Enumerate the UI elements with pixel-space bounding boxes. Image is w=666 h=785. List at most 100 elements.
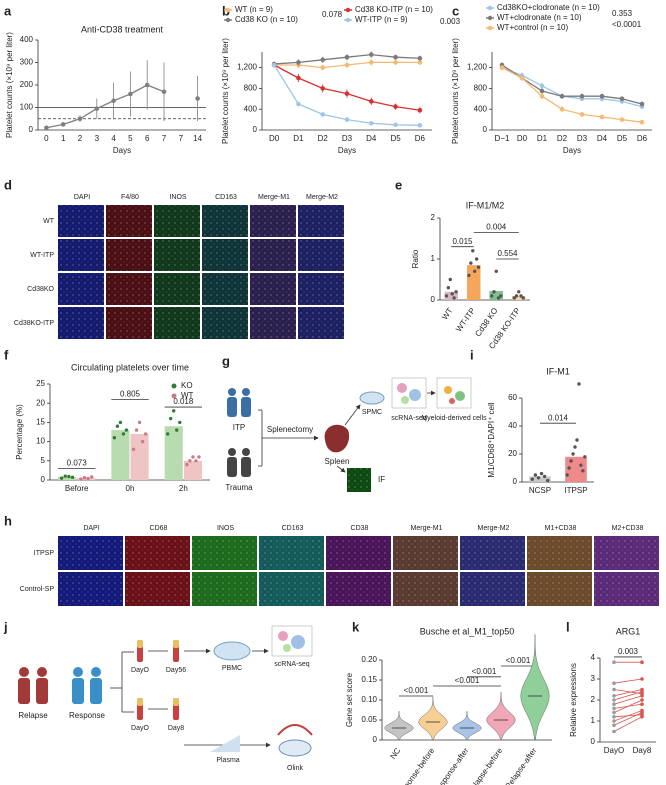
micrograph-texture bbox=[326, 572, 391, 606]
data-point bbox=[320, 86, 326, 91]
x-tick-label: D1 bbox=[293, 134, 304, 143]
micrograph-texture bbox=[250, 307, 296, 339]
column-label: CD163 bbox=[282, 525, 304, 532]
data-point bbox=[579, 463, 583, 467]
data-point bbox=[612, 710, 616, 715]
pair-line bbox=[613, 714, 643, 718]
result: Myeloid-derived cells bbox=[421, 415, 487, 422]
data-point bbox=[521, 296, 525, 300]
data-point bbox=[134, 428, 139, 432]
pair-line bbox=[613, 695, 643, 705]
data-point bbox=[639, 119, 645, 125]
assay: scRNA-seq bbox=[391, 415, 427, 422]
violin bbox=[384, 710, 414, 741]
y-tick-label: 1 bbox=[431, 254, 436, 263]
data-point bbox=[94, 106, 100, 111]
micrograph-texture bbox=[106, 273, 152, 305]
data-point bbox=[612, 681, 616, 685]
data-point bbox=[320, 57, 326, 63]
micrograph-texture bbox=[202, 239, 248, 271]
y-axis-label: Platelet counts (×10⁹ per liter) bbox=[221, 38, 230, 144]
if-image bbox=[347, 468, 371, 492]
data-point bbox=[131, 447, 136, 451]
arrow bbox=[344, 404, 361, 426]
micrograph-texture bbox=[58, 536, 123, 570]
x-tick-label: D1 bbox=[537, 134, 548, 143]
x-tick-label: 6 bbox=[145, 134, 150, 143]
trauma-icon bbox=[227, 448, 251, 477]
x-tick-label: 2 bbox=[78, 134, 83, 143]
panel-label: j bbox=[3, 619, 8, 634]
panel-label: h bbox=[4, 513, 12, 528]
micrograph-texture bbox=[58, 572, 123, 606]
bar bbox=[467, 265, 481, 300]
data-point bbox=[448, 277, 452, 282]
x-tick-label: D4 bbox=[366, 134, 377, 143]
y-tick-label: 200 bbox=[20, 80, 34, 89]
row-label: WT-ITP bbox=[30, 252, 54, 259]
y-tick-label: 25 bbox=[36, 379, 45, 388]
data-point bbox=[368, 60, 374, 65]
bar bbox=[183, 460, 202, 480]
column-label: Merge-M2 bbox=[478, 525, 510, 532]
legend-swatch bbox=[487, 15, 493, 21]
data-point bbox=[583, 455, 587, 459]
series-line bbox=[46, 85, 197, 128]
column-label: Merge-M1 bbox=[258, 194, 290, 201]
data-point bbox=[467, 273, 471, 278]
y-axis-label: Platelet counts (×10⁹ per liter) bbox=[451, 38, 460, 144]
x-tick-label: 4 bbox=[111, 134, 116, 143]
x-tick-label: NCSP bbox=[529, 486, 551, 495]
y-tick-label: 0.05 bbox=[361, 715, 377, 724]
data-point bbox=[612, 694, 616, 698]
column-label: INOS bbox=[169, 194, 186, 201]
data-point bbox=[612, 729, 616, 734]
column-label: DAPI bbox=[83, 525, 99, 532]
y-tick-label: 0 bbox=[591, 737, 596, 746]
bar bbox=[164, 426, 183, 480]
p-value: 0.015 bbox=[452, 237, 473, 246]
y-tick-label: 0.10 bbox=[361, 695, 377, 704]
x-tick-label: ITPSP bbox=[564, 486, 587, 495]
data-point bbox=[115, 424, 120, 428]
tube bbox=[137, 698, 143, 706]
data-point bbox=[536, 476, 541, 480]
data-point bbox=[165, 432, 170, 436]
timepoint: DayO bbox=[131, 725, 149, 732]
legend-label: Cd38 KO-ITP (n = 10) bbox=[355, 5, 433, 14]
micrograph-texture bbox=[298, 273, 344, 305]
data-point bbox=[124, 428, 129, 432]
micrograph-texture bbox=[192, 572, 257, 606]
bar bbox=[529, 476, 551, 482]
data-point bbox=[393, 54, 398, 60]
micrograph-texture bbox=[58, 239, 104, 271]
x-tick-label: D6 bbox=[637, 134, 648, 143]
legend-label: Cd38KO+clodronate (n = 10) bbox=[497, 3, 600, 12]
data-point bbox=[70, 475, 75, 480]
data-point bbox=[619, 96, 625, 102]
data-point bbox=[296, 101, 301, 107]
legend-swatch bbox=[225, 7, 231, 13]
p-value: 0.554 bbox=[497, 249, 518, 258]
x-tick-label: 7 bbox=[162, 134, 167, 143]
data-point bbox=[539, 93, 545, 99]
legend-swatch bbox=[171, 383, 177, 389]
x-tick-label: D−1 bbox=[495, 134, 510, 143]
data-point bbox=[599, 114, 605, 120]
micrograph-texture bbox=[58, 307, 104, 339]
data-point bbox=[499, 65, 505, 70]
data-point bbox=[452, 296, 456, 300]
y-tick-label: 0 bbox=[431, 295, 436, 304]
data-point bbox=[581, 469, 585, 473]
y-tick-label: 1 bbox=[591, 716, 596, 725]
x-tick-label: 0 bbox=[44, 134, 49, 143]
column-label: CD38 bbox=[351, 525, 369, 532]
legend-swatch bbox=[487, 25, 493, 31]
panel-label: a bbox=[4, 3, 12, 18]
data-point bbox=[368, 120, 374, 126]
plasma-icon bbox=[210, 735, 240, 752]
y-tick-label: 0 bbox=[513, 477, 518, 486]
data-point bbox=[559, 106, 565, 112]
column-label: F4/80 bbox=[121, 194, 139, 201]
series-line bbox=[273, 64, 420, 111]
